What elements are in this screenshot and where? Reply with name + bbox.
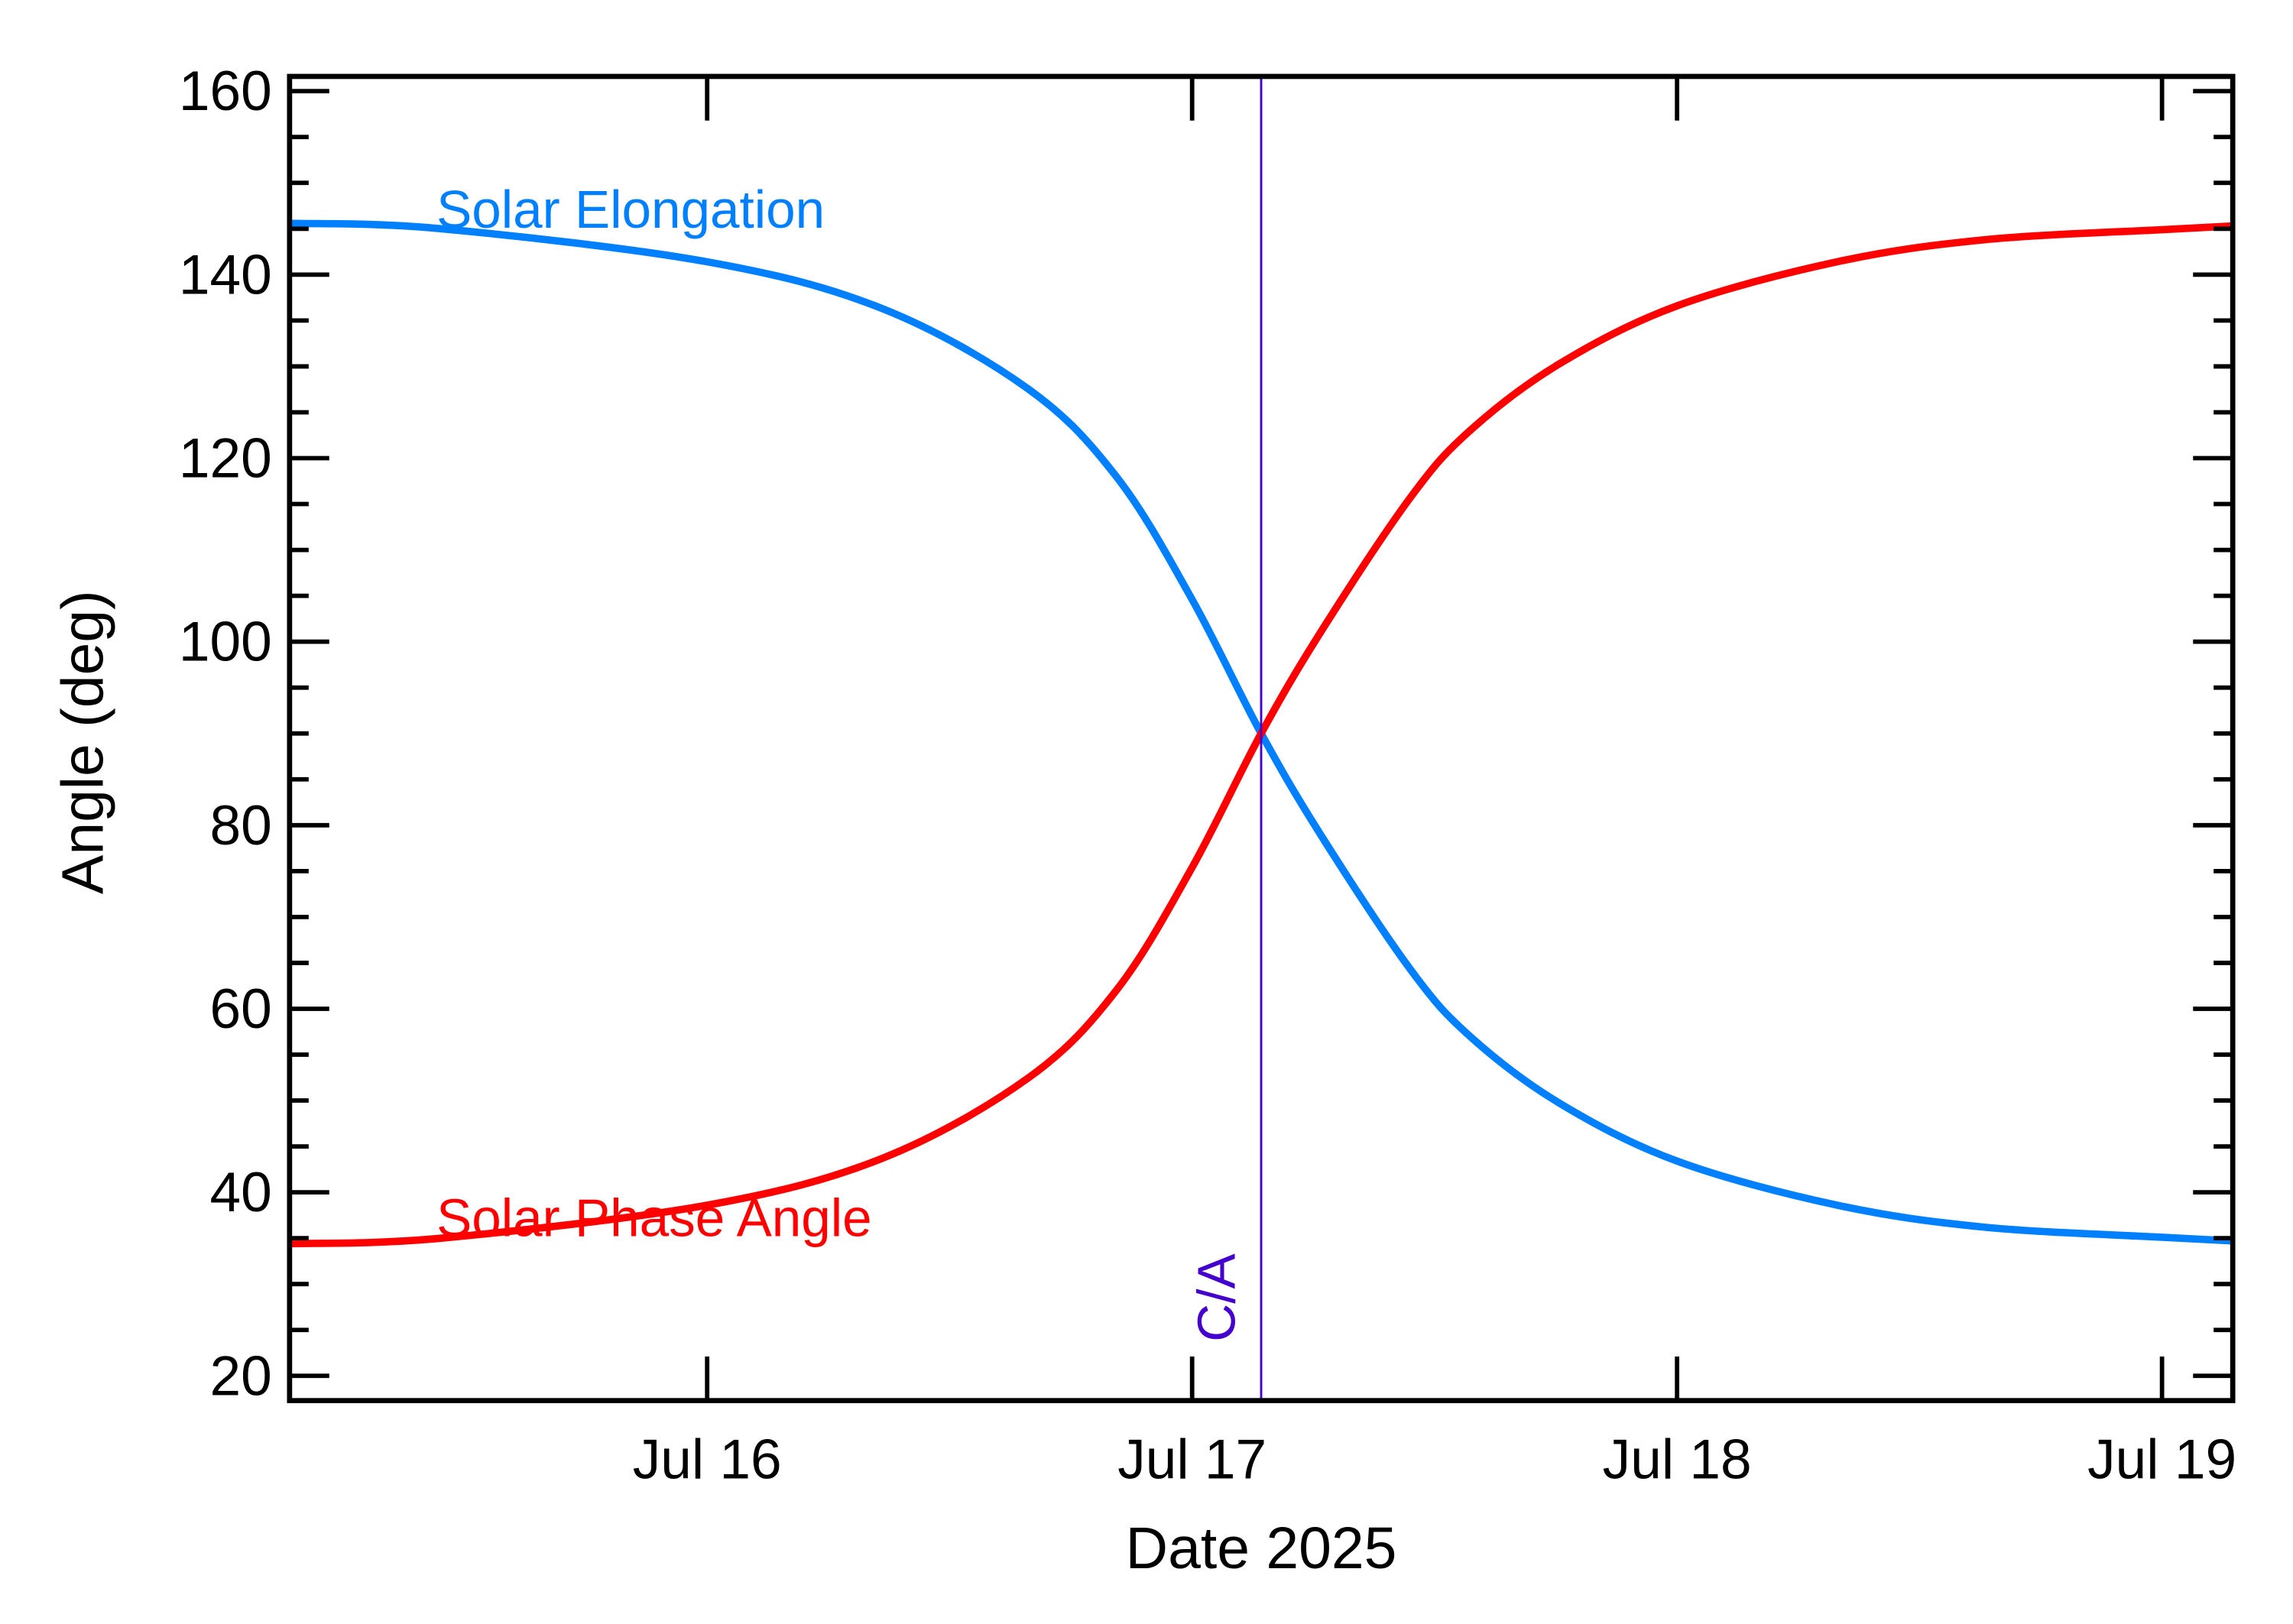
axes-layer: 20 40 60 80 100 120 140 160 Jul 16 Jul 17 Jul 18 Ju… [179, 60, 2236, 1490]
series-layer [289, 76, 2233, 1401]
series-label-solar-elongation: Solar Elongation [436, 180, 825, 239]
x-tick-label: Jul 16 [633, 1429, 782, 1491]
y-tick-label: 100 [179, 611, 272, 673]
y-tick-label: 140 [179, 244, 272, 306]
y-tick-label: 20 [209, 1345, 271, 1407]
y-tick-label: 120 [179, 428, 272, 490]
y-tick-label: 80 [209, 795, 271, 857]
y-tick-label: 160 [179, 60, 272, 122]
x-tick-label: Jul 17 [1117, 1429, 1267, 1491]
y-tick-label: 40 [209, 1162, 271, 1224]
x-axis-label: Date 2025 [1126, 1515, 1397, 1581]
y-tick-label: 60 [209, 978, 271, 1040]
x-tick-label: Jul 18 [1603, 1429, 1752, 1491]
series-label-solar-phase-angle: Solar Phase Angle [436, 1188, 872, 1247]
series-line-solar-elongation [289, 219, 2233, 1245]
closest-approach-label: C/A [1186, 1253, 1246, 1342]
y-axis-label: Angle (deg) [50, 590, 116, 894]
x-tick-label: Jul 19 [2087, 1429, 2236, 1491]
series-line-solar-phase-angle [289, 222, 2233, 1248]
plot-frame [287, 73, 2236, 1404]
